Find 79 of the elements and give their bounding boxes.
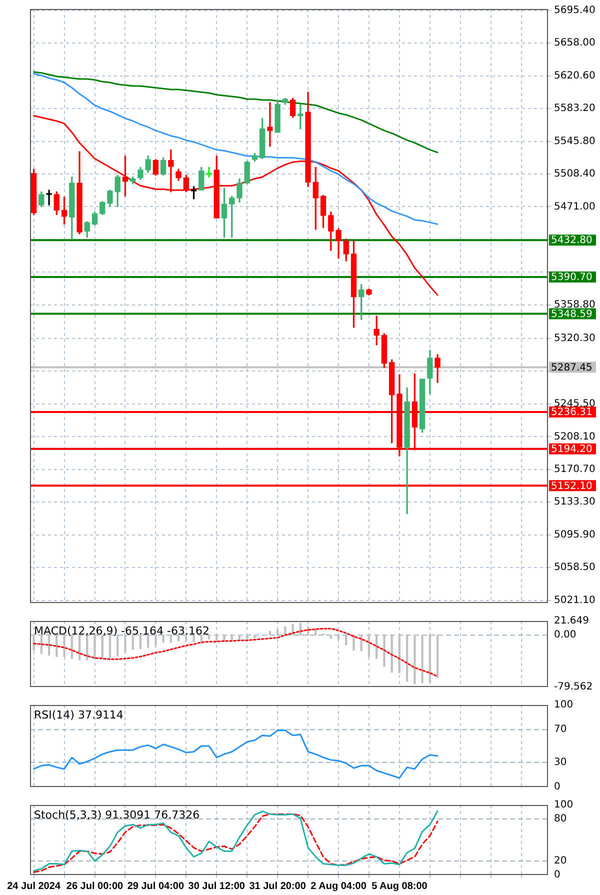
y-tick-label: -79.562 <box>554 682 593 693</box>
candlestick <box>267 102 273 147</box>
y-tick-label: 5545.80 <box>554 136 596 147</box>
y-tick-label: 100 <box>554 700 574 711</box>
y-tick-label: 80 <box>554 814 567 825</box>
bar <box>124 634 126 652</box>
y-tick-label: 5583.20 <box>554 103 596 114</box>
ref-line-label: 5348.59 <box>551 308 592 320</box>
bar <box>177 634 180 642</box>
chart-title: MACD(12,26,9) -65.164 -63.162 <box>34 624 210 638</box>
y-tick-label: 5095.90 <box>554 529 596 540</box>
x-tick-label: 29 Jul 04:00 <box>127 880 184 892</box>
y-tick-label: 5320.30 <box>554 333 596 344</box>
bar <box>192 634 195 642</box>
y-tick-label: 5620.60 <box>554 70 596 82</box>
candlestick <box>46 190 52 206</box>
bar <box>337 634 340 640</box>
bar <box>414 634 416 684</box>
bar <box>238 634 241 640</box>
bar <box>428 634 432 684</box>
y-tick-label: 5658.00 <box>554 38 596 49</box>
bar <box>139 634 142 650</box>
y-tick-label: 5695.40 <box>554 4 596 16</box>
y-tick-label: 5508.40 <box>554 168 596 180</box>
y-tick-label: 5021.10 <box>554 594 596 606</box>
bar <box>162 634 164 643</box>
ref-line-label: 5236.31 <box>551 407 592 418</box>
bar <box>406 634 408 682</box>
ref-line-label: 5152.10 <box>551 480 592 492</box>
y-tick-label: 5170.70 <box>554 464 596 476</box>
candlestick <box>206 167 212 178</box>
bar <box>108 634 112 658</box>
bar <box>421 634 424 684</box>
chart-title: RSI(14) 37.9114 <box>34 708 124 722</box>
bar <box>132 634 134 650</box>
bar <box>32 634 35 650</box>
bar <box>383 634 386 667</box>
bar <box>292 624 294 636</box>
bar <box>63 634 66 657</box>
y-tick-label: 20 <box>554 856 567 867</box>
ref-line-label: 5432.80 <box>551 235 592 246</box>
bar <box>208 634 210 640</box>
bar <box>146 634 150 648</box>
candlestick <box>298 104 304 130</box>
ref-line-label: 5194.20 <box>551 444 592 455</box>
bar <box>254 634 256 638</box>
y-tick-label: 0 <box>554 782 560 793</box>
bar <box>185 634 188 642</box>
y-tick-label: 5471.00 <box>554 201 596 212</box>
bar <box>116 634 119 656</box>
candlestick <box>168 150 174 192</box>
x-tick-label: 30 Jul 12:00 <box>188 880 246 892</box>
y-tick-label: 21.649 <box>554 616 589 627</box>
bar <box>436 634 439 678</box>
x-tick-label: 24 Jul 2024 <box>7 880 61 892</box>
y-tick-label: 5208.10 <box>554 431 596 442</box>
y-tick-label: 0 <box>554 870 560 881</box>
y-tick-label: 0.00 <box>554 630 576 641</box>
x-tick-label: 2 Aug 04:00 <box>310 880 367 892</box>
ref-line-label: 5287.45 <box>551 362 592 374</box>
bar <box>352 634 355 650</box>
bar <box>94 634 96 659</box>
bar <box>154 634 157 646</box>
x-tick-label: 5 Aug 08:00 <box>372 880 428 892</box>
chart-title: Stoch(5,3,3) 91.3091 76.7326 <box>34 808 200 822</box>
y-tick-label: 5358.80 <box>554 299 596 310</box>
bar <box>200 634 202 642</box>
ref-line-label: 5390.70 <box>551 272 592 284</box>
y-tick-label: 5058.50 <box>554 562 596 574</box>
bar <box>314 630 317 636</box>
bar <box>268 630 272 636</box>
x-tick-label: 26 Jul 00:00 <box>66 880 124 892</box>
y-tick-label: 30 <box>554 756 567 768</box>
y-tick-label: 100 <box>554 800 574 811</box>
y-tick-label: 5133.30 <box>554 496 596 508</box>
x-tick-label: 31 Jul 20:00 <box>249 880 306 892</box>
line-series <box>33 628 438 678</box>
bar <box>276 630 279 636</box>
y-tick-label: 70 <box>554 724 567 736</box>
